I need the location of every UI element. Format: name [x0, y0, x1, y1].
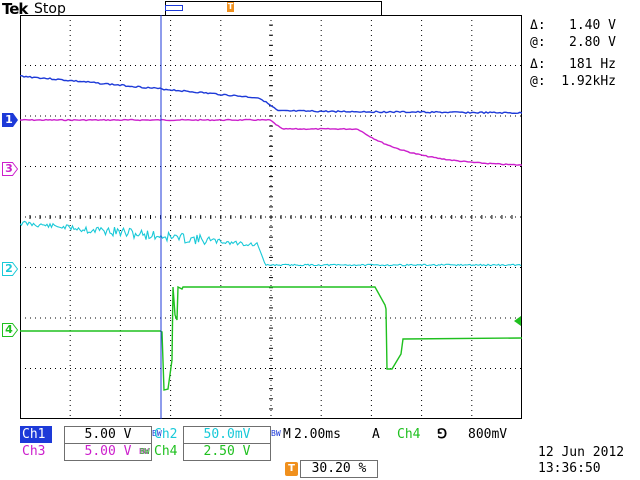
trigger-level-arrow[interactable]: [512, 311, 521, 326]
ch3-label[interactable]: Ch3: [22, 444, 46, 459]
ch1-scale[interactable]: 5.00 V: [64, 426, 152, 444]
trigger-slope-icon[interactable]: ⅁: [437, 427, 448, 442]
trigger-position-icon: T: [285, 462, 298, 476]
trigger-position-on-record-icon: T: [227, 2, 234, 12]
ch3-bandwidth-limit: BW: [139, 447, 149, 456]
ch2-marker-label: 2: [5, 262, 13, 275]
ch1-label[interactable]: Ch1: [20, 426, 52, 443]
ch2-waveform: [20, 220, 522, 267]
ch4-scale[interactable]: 2.50 V: [183, 443, 271, 461]
timebase-value[interactable]: 2.00ms: [294, 427, 341, 442]
ch2-scale[interactable]: 50.0mV: [183, 426, 271, 444]
ch4-marker-label: 4: [5, 323, 13, 336]
acquisition-date: 12 Jun 2012: [538, 445, 625, 460]
cursor-at-voltage: @: 2.80 V: [530, 35, 616, 50]
ch2-ground-marker[interactable]: 2: [2, 262, 18, 276]
ch1-marker-label: 1: [5, 113, 13, 126]
ch1-ground-marker[interactable]: 1: [2, 113, 18, 127]
acquisition-time: 13:36:50: [538, 461, 601, 476]
acquisition-status: Stop: [34, 1, 66, 17]
ch4-label[interactable]: Ch4: [154, 444, 178, 459]
cursor-delta-frequency: Δ: 181 Hz: [530, 57, 616, 72]
ch3-ground-marker[interactable]: 3: [2, 162, 18, 176]
oscilloscope-graticule: [20, 15, 522, 419]
cursor-at-frequency: @: 1.92kHz: [530, 74, 616, 89]
ch2-bandwidth-limit: BW: [271, 429, 281, 438]
ch3-scale[interactable]: 5.00 V: [64, 443, 152, 461]
ch4-ground-marker[interactable]: 4: [2, 323, 18, 337]
ch2-label[interactable]: Ch2: [154, 427, 178, 442]
ch3-marker-label: 3: [5, 162, 13, 175]
cursor-delta-voltage: Δ: 1.40 V: [530, 18, 616, 33]
trigger-mode: A: [372, 427, 380, 442]
ch3-waveform: [20, 118, 522, 166]
record-length-bar: [165, 1, 382, 16]
trigger-source[interactable]: Ch4: [397, 427, 421, 442]
brand-logo: Tek: [2, 0, 28, 18]
ch4-bandwidth-limit: BW: [140, 447, 150, 456]
ch1-waveform: [20, 75, 522, 115]
timebase-label: M: [283, 427, 291, 442]
trigger-level[interactable]: 800mV: [468, 427, 508, 442]
trigger-position-value[interactable]: 30.20 %: [300, 460, 378, 478]
ch1-bandwidth-limit: BW: [152, 429, 162, 438]
record-window-indicator: [165, 5, 183, 11]
ch4-waveform: [20, 285, 522, 391]
